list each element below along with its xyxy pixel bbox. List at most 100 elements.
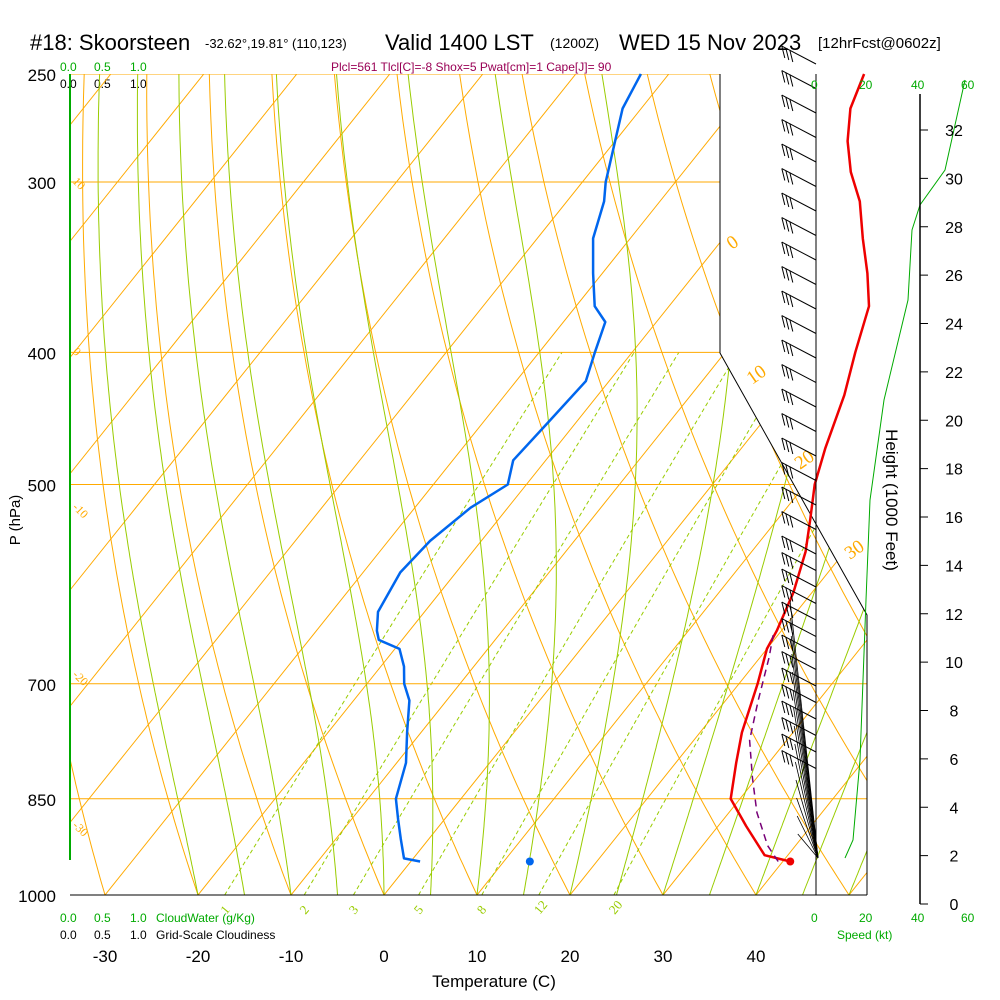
dry-adiabat-line <box>70 74 106 895</box>
wind-barb-feather <box>781 364 786 377</box>
height-tick-label: 10 <box>945 655 963 672</box>
top-cloudwater-tick: 1.0 <box>130 60 147 74</box>
wind-barb-feather <box>781 45 786 59</box>
wind-barb-feather <box>785 603 790 617</box>
wind-barb-feather <box>789 392 794 406</box>
wind-barb-feather <box>781 241 786 255</box>
temperature-tick-label: -10 <box>279 947 304 966</box>
temperature-tick-label: 20 <box>561 947 580 966</box>
wind-barb-feather <box>789 515 794 528</box>
speed-tick: 60 <box>961 911 975 925</box>
height-tick-label: 6 <box>950 752 959 769</box>
wind-barb <box>781 315 817 334</box>
cloudwater-label: CloudWater (g/Kg) <box>156 911 255 925</box>
wind-barb-feather <box>785 735 790 749</box>
dry-adiabat-line <box>82 74 199 895</box>
header-valid-utc: (1200Z) <box>550 35 599 51</box>
wind-barb <box>781 667 817 687</box>
wind-barb-feather <box>785 341 790 355</box>
dry-adiabat-line <box>898 74 1000 895</box>
grid-lines <box>70 74 1000 895</box>
bottom-cloudwater-tick: 0.0 <box>60 911 77 925</box>
wind-barb-feather <box>785 268 790 281</box>
top-cloudiness-scale: 0.0 0.5 1.0 <box>60 77 147 91</box>
surface-dewpoint-marker <box>525 857 534 866</box>
wind-barb-feather <box>785 292 790 306</box>
wind-barb <box>781 651 817 670</box>
surface-temperature-marker <box>786 857 795 866</box>
wind-barb-feather <box>781 339 786 353</box>
wind-barb <box>781 45 817 65</box>
wind-barb-feather <box>781 667 786 681</box>
wind-barb-feather <box>781 290 786 304</box>
moist-adiabat-line <box>224 74 338 895</box>
wind-barb-feather <box>781 651 786 664</box>
wind-barb-feather <box>781 413 786 426</box>
wind-barb-feather <box>789 245 794 259</box>
dry-adiabat-line <box>333 74 571 895</box>
mixing-ratio-label: 5 <box>411 902 427 917</box>
header-forecast: [12hrFcst@0602z] <box>818 35 941 52</box>
wind-barb-feather <box>789 721 794 734</box>
wind-barb <box>796 815 819 859</box>
height-tick-label: 12 <box>945 607 963 624</box>
wind-barb-feather <box>785 702 790 716</box>
bottom-cloudwater-scale: 0.0 0.5 1.0 CloudWater (g/Kg) <box>60 911 255 925</box>
speed-label: Speed (kt) <box>837 928 892 942</box>
parcel-line <box>748 635 779 862</box>
wind-barb-feather <box>781 684 786 697</box>
wind-barb-feather <box>785 390 790 404</box>
pressure-tick-label: 700 <box>28 676 56 695</box>
wind-barb-feather <box>781 486 786 500</box>
wind-barb-feather <box>781 168 786 181</box>
wind-barb-feather <box>785 636 790 650</box>
pressure-tick-label: 250 <box>28 66 56 85</box>
wind-barb <box>781 552 817 571</box>
wind-barb-feather <box>781 217 786 230</box>
mixing-ratio-line <box>418 352 739 895</box>
isotherm-label: -30 <box>70 818 91 839</box>
theta-label: 30 <box>841 536 869 564</box>
header-date: WED 15 Nov 2023 <box>619 30 801 55</box>
wind-barb-feather <box>781 552 786 565</box>
height-tick-label: 18 <box>945 462 963 479</box>
wind-barb <box>793 707 819 859</box>
wind-barb-feather <box>789 589 794 602</box>
wind-barb-feather <box>785 366 790 379</box>
wind-barb-feather <box>789 343 794 357</box>
wind-barb <box>781 585 817 604</box>
moist-adiabat-line <box>178 74 292 895</box>
wind-barb-feather <box>789 572 794 586</box>
wind-barb-feather <box>785 219 790 232</box>
bottom-cloudiness-tick: 0.5 <box>94 928 111 942</box>
wind-barb-feather <box>789 172 794 185</box>
mixing-ratio-label: 3 <box>346 902 362 917</box>
wind-barb-feather <box>789 556 794 569</box>
wind-barb-feather <box>781 634 786 648</box>
theta-label: 0 <box>723 231 743 254</box>
wind-barb <box>781 601 817 621</box>
wind-barb-feather <box>785 243 790 257</box>
wind-barb-feather <box>785 653 790 666</box>
isotherm-label: -10 <box>70 500 91 521</box>
wind-barb-feather <box>781 750 786 763</box>
wind-barb-feather <box>785 587 790 600</box>
speed-tick: 20 <box>859 78 873 92</box>
moist-adiabat-line <box>97 74 199 895</box>
wind-barb <box>781 511 817 530</box>
wind-barb-feather <box>785 570 790 584</box>
mixing-ratio-label: 8 <box>474 902 490 917</box>
wind-barb <box>781 568 817 588</box>
temperature-tick-label: -20 <box>186 947 211 966</box>
wind-barb-feather <box>789 294 794 308</box>
wind-barb <box>781 462 817 481</box>
wind-barb <box>781 143 817 163</box>
dry-adiabat-line <box>521 74 850 895</box>
dry-adiabat-line <box>146 74 292 895</box>
speed-tick: 60 <box>961 78 975 92</box>
wind-barb <box>781 290 817 310</box>
wind-barb <box>781 119 817 138</box>
isotherm-line <box>70 74 298 895</box>
wind-barb-feather <box>789 98 794 112</box>
